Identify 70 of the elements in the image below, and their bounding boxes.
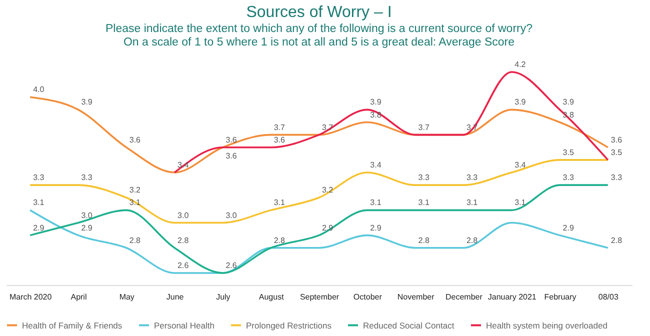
data-label: 2.9 bbox=[370, 223, 382, 232]
data-label: 3.9 bbox=[81, 98, 93, 107]
chart-subtitle: Please indicate the extent to which any of the following is a current source of worry? bbox=[105, 23, 533, 35]
x-tick-label: August bbox=[258, 292, 285, 302]
data-label: 3.7 bbox=[322, 122, 334, 132]
data-label: 3.0 bbox=[226, 210, 238, 220]
data-label: 3.6 bbox=[226, 135, 238, 144]
data-label: 3.3 bbox=[610, 173, 623, 182]
x-tick-label: December bbox=[446, 292, 483, 302]
data-label: 3.2 bbox=[129, 186, 142, 195]
x-tick-label: September bbox=[300, 292, 340, 302]
data-label: 2.8 bbox=[610, 236, 623, 245]
x-tick-label: October bbox=[353, 292, 382, 302]
data-label: 3.6 bbox=[129, 135, 142, 144]
data-label: 3.9 bbox=[514, 98, 526, 107]
data-label: 3.6 bbox=[610, 135, 623, 144]
data-label: 2.8 bbox=[129, 236, 142, 245]
data-label: 3.8 bbox=[370, 110, 382, 120]
data-label: 2.9 bbox=[81, 223, 93, 232]
data-label: 3.3 bbox=[418, 173, 430, 182]
data-label: 3.5 bbox=[610, 148, 623, 157]
data-label: 3.7 bbox=[274, 122, 286, 132]
data-label: 3.0 bbox=[81, 210, 93, 220]
data-label: 3.6 bbox=[226, 151, 238, 160]
legend-label: Personal Health bbox=[154, 320, 215, 330]
x-tick-label: July bbox=[216, 292, 230, 302]
data-label: 2.9 bbox=[322, 223, 334, 232]
data-label: 2.8 bbox=[466, 236, 478, 245]
data-label: 4.2 bbox=[514, 60, 526, 69]
data-label: 3.6 bbox=[274, 135, 286, 144]
data-label: 3.3 bbox=[562, 173, 574, 182]
data-label: 3.4 bbox=[514, 160, 526, 170]
data-label: 3.9 bbox=[562, 98, 574, 107]
data-label: 2.8 bbox=[418, 236, 430, 245]
legend-label: Prolonged Restrictions bbox=[246, 320, 332, 330]
x-tick-label: April bbox=[70, 292, 87, 302]
x-tick-label: June bbox=[166, 292, 184, 302]
x-tick-label: May bbox=[119, 292, 134, 302]
x-tick-label: 08/03 bbox=[598, 292, 619, 302]
data-label: 3.3 bbox=[81, 173, 93, 182]
data-label: 3.1 bbox=[33, 198, 45, 208]
chart-title: Sources of Worry – I bbox=[246, 4, 392, 21]
x-tick-label: January 2021 bbox=[488, 292, 537, 302]
x-tick-label: March 2020 bbox=[9, 292, 52, 302]
data-label: 2.9 bbox=[33, 223, 45, 232]
data-label: 4.0 bbox=[33, 85, 45, 94]
data-label: 2.9 bbox=[562, 223, 574, 232]
data-label: 3.7 bbox=[418, 122, 430, 132]
data-label: 3.1 bbox=[274, 198, 286, 208]
data-label: 3.1 bbox=[370, 198, 382, 208]
data-label: 3.5 bbox=[562, 148, 574, 157]
data-label: 3.4 bbox=[370, 160, 382, 170]
data-label: 3.1 bbox=[466, 198, 478, 208]
data-label: 3.3 bbox=[33, 173, 45, 182]
data-label: 3.2 bbox=[322, 186, 334, 195]
data-label: 3.9 bbox=[370, 98, 382, 107]
x-tick-label: February bbox=[544, 292, 576, 302]
x-tick-label: November bbox=[397, 292, 435, 302]
data-label: 2.8 bbox=[274, 236, 286, 245]
text: On a scale of 1 to 5 where 1 is not at all and 5 is a great deal: Average Score bbox=[123, 36, 515, 48]
legend-label: Health system being overloaded bbox=[486, 320, 608, 330]
data-label: 3.1 bbox=[514, 198, 526, 208]
data-label: 3.1 bbox=[418, 198, 430, 208]
data-label: 3.3 bbox=[466, 173, 478, 182]
data-label: 2.8 bbox=[178, 236, 190, 245]
data-label: 3.0 bbox=[178, 210, 190, 220]
data-label: 2.6 bbox=[178, 261, 190, 270]
legend-label: Reduced Social Contact bbox=[363, 320, 455, 330]
data-label: 2.6 bbox=[226, 261, 238, 270]
legend-label: Health of Family & Friends bbox=[22, 320, 122, 330]
